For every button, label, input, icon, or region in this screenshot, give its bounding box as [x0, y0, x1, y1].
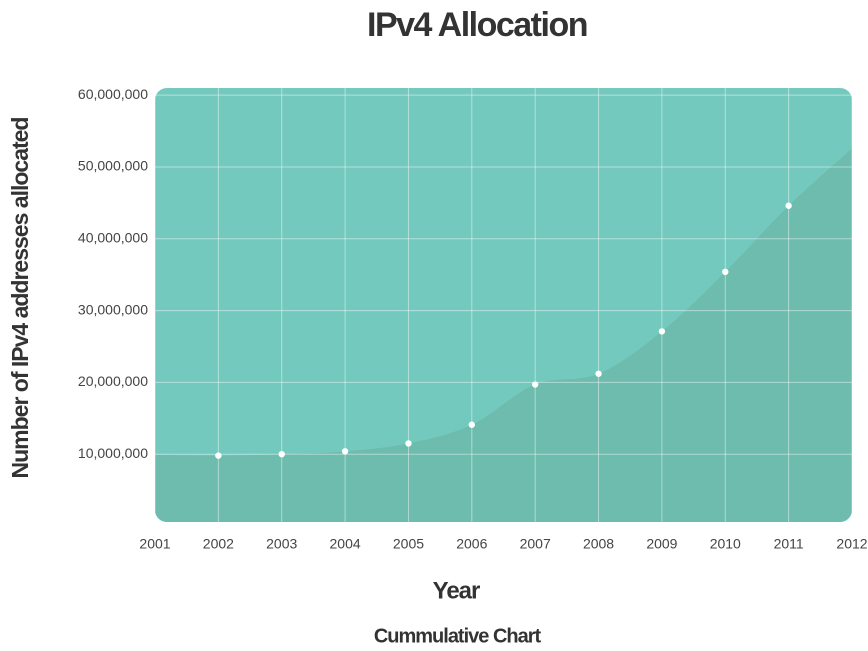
y-tick-label: 60,000,000 [78, 86, 148, 102]
data-point [468, 421, 476, 428]
plot-area [155, 88, 852, 522]
x-tick-label: 2001 [139, 536, 170, 552]
data-point [658, 328, 666, 335]
y-tick-label: 40,000,000 [78, 229, 148, 245]
y-tick-label: 50,000,000 [78, 158, 148, 174]
x-tick-label: 2010 [710, 536, 741, 552]
y-tick-label: 30,000,000 [78, 301, 148, 317]
x-tick-label: 2008 [583, 536, 614, 552]
data-point [531, 381, 539, 388]
x-tick-label: 2005 [393, 536, 424, 552]
data-point [785, 202, 792, 209]
x-tick-label: 2003 [266, 536, 297, 552]
chart-title: IPv4 Allocation [367, 6, 587, 44]
footer: Cummulative Chart [374, 625, 542, 647]
data-point [215, 452, 222, 459]
x-tick-label: 2004 [330, 536, 361, 552]
data-point [341, 448, 349, 455]
x-tick-label: 2011 [774, 536, 804, 552]
x-tick-label: 2012 [836, 536, 867, 552]
data-point [595, 370, 602, 377]
data-point [278, 450, 285, 458]
y-axis-label: Number of IPv4 addresses allocated [7, 118, 33, 479]
data-point [405, 440, 412, 447]
y-tick-label: 10,000,000 [78, 445, 148, 461]
x-tick-label: 2009 [646, 536, 677, 552]
x-tick-label: 2007 [520, 536, 551, 552]
x-tick-label: 2002 [203, 536, 234, 552]
y-tick-label: 20,000,000 [78, 373, 148, 389]
area [155, 148, 852, 522]
x-tick-label: 2006 [456, 536, 487, 552]
x-axis-label: Year [433, 577, 480, 604]
data-point [722, 268, 729, 276]
